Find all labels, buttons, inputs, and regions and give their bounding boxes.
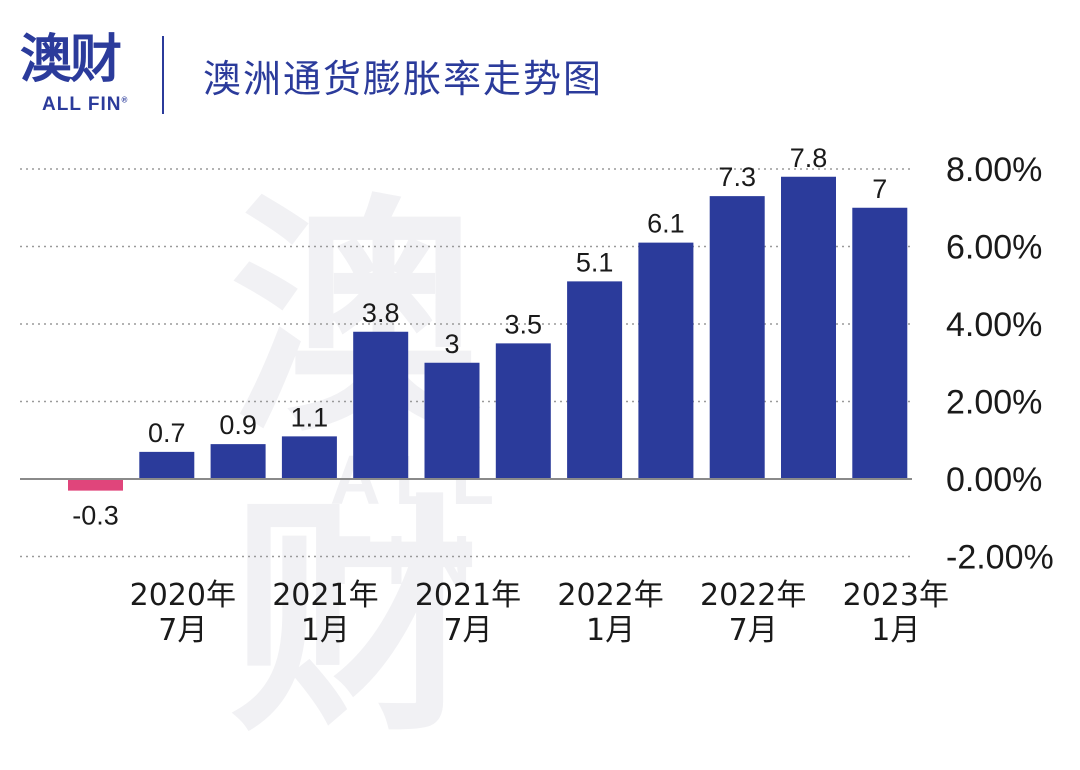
data-label: 7.3 [718, 162, 756, 192]
bar [567, 281, 623, 479]
x-tick-label-year: 2021年 [272, 578, 378, 613]
bar [68, 479, 123, 491]
logo-english-name: ALL FIN [42, 94, 122, 115]
data-label: 1.1 [291, 402, 329, 432]
logo-chinese-text: 澳财 [20, 30, 122, 90]
data-label: 7.8 [790, 143, 828, 173]
x-tick-label-year: 2022年 [700, 578, 806, 613]
x-tick-label-month: 7月 [158, 613, 207, 648]
bar [852, 207, 908, 479]
bar [709, 196, 765, 479]
header-divider [162, 36, 164, 114]
bar [638, 242, 694, 479]
chart-title: 澳洲通货膨胀率走势图 [203, 57, 604, 101]
bar [139, 451, 195, 479]
bars [68, 176, 908, 491]
y-tick-label: -2.00% [946, 539, 1054, 577]
bar [424, 362, 480, 479]
brand-logo: 澳财 ALL FIN® [20, 30, 160, 120]
x-tick-label-month: 1月 [586, 613, 635, 648]
data-label: -0.3 [72, 501, 119, 531]
bar [353, 331, 409, 479]
bar [781, 176, 836, 479]
x-tick-label-year: 2020年 [130, 578, 236, 613]
y-tick-label: 8.00% [946, 151, 1042, 189]
x-tick-label-year: 2023年 [843, 578, 949, 613]
data-label: 0.7 [148, 418, 186, 448]
x-tick-label-year: 2021年 [415, 578, 521, 613]
y-tick-label: 0.00% [946, 461, 1042, 499]
inflation-bar-chart: -0.3 0.7 0.9 1.1 3.8 3 3.5 5.1 6.1 7.3 7.8 7 8.00% 6… [20, 143, 1054, 648]
data-labels: -0.3 0.7 0.9 1.1 3.8 3 3.5 5.1 6.1 7.3 7.8 7 [72, 143, 887, 531]
y-axis-ticks: 8.00% 6.00% 4.00% 2.00% 0.00% -2.00% [946, 151, 1054, 577]
x-tick-label-month: 7月 [729, 613, 778, 648]
data-label: 3 [444, 329, 459, 359]
logo-english-text: ALL FIN® [42, 94, 128, 116]
y-tick-label: 6.00% [946, 229, 1042, 267]
chart-header: 澳财 ALL FIN® 澳洲通货膨胀率走势图 [0, 0, 1080, 125]
data-label: 3.5 [505, 309, 543, 339]
y-tick-label: 4.00% [946, 306, 1042, 344]
registered-mark: ® [121, 95, 129, 105]
data-label: 5.1 [576, 247, 614, 277]
y-tick-label: 2.00% [946, 384, 1042, 422]
data-label: 3.8 [362, 298, 400, 328]
bar [495, 343, 551, 479]
x-tick-label-month: 7月 [443, 613, 492, 648]
x-axis-ticks: 2020年7月2021年1月2021年7月2022年1月2022年7月2023年… [130, 578, 949, 648]
data-label: 7 [872, 174, 887, 204]
bar [210, 444, 266, 479]
x-tick-label-year: 2022年 [557, 578, 663, 613]
data-label: 0.9 [219, 410, 257, 440]
bar [281, 436, 337, 479]
x-tick-label-month: 1月 [871, 613, 920, 648]
x-tick-label-month: 1月 [301, 613, 350, 648]
data-label: 6.1 [647, 209, 685, 239]
